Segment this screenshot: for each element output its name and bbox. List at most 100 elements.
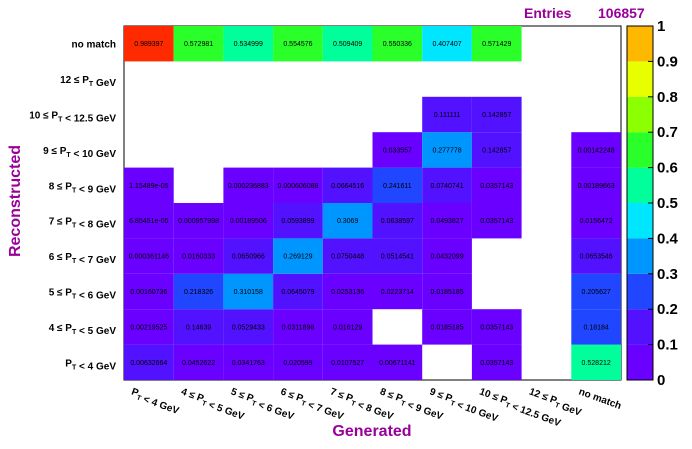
- cell-value-label: 0.0452622: [182, 360, 215, 367]
- heatmap-cell: [124, 273, 174, 310]
- color-scale: 0 0.1 0.2 0.3 0.4 0.5 0.6 0.7 0.8 0.9 1: [626, 18, 679, 389]
- cell-value-label: 0.0223714: [381, 289, 414, 296]
- cell-value-label: 6.85451e-05: [129, 218, 168, 225]
- cell-value-label: 0.0593899: [281, 218, 314, 225]
- cell-value-label: 0.033557: [383, 147, 412, 154]
- heatmap-cell: [372, 26, 423, 62]
- heatmap-cell: [372, 132, 423, 168]
- y-tick-label: PT < 4 GeV: [65, 358, 116, 372]
- cell-value-label: 0.00632664: [130, 360, 167, 367]
- heatmap-cell: [471, 344, 522, 380]
- heatmap-cell: [124, 167, 174, 203]
- heatmap-cell: [223, 167, 274, 203]
- y-tick-label: 5 ≤ PT < 6 GeV: [49, 288, 117, 302]
- colorbar-segment: [627, 132, 653, 168]
- cell-value-label: 0.571429: [482, 41, 511, 48]
- heatmap-cell: [124, 26, 174, 62]
- heatmap-cell: [571, 309, 621, 345]
- cell-value-label: 0.0432099: [431, 254, 464, 261]
- cell-value-label: 0.14639: [186, 324, 211, 331]
- cell-value-label: 0.00142248: [578, 147, 615, 154]
- heatmap-cell: [471, 26, 522, 62]
- heatmap-cell: [223, 273, 274, 310]
- cell-value-label: 0.0740741: [431, 183, 464, 190]
- heatmap-cell: [223, 26, 274, 62]
- heatmap-cell: [124, 203, 174, 239]
- cell-value-label: 0.0357143: [480, 183, 513, 190]
- heatmap-cell: [223, 238, 274, 274]
- y-tick-labels: PT < 4 GeV 4 ≤ PT < 5 GeV 5 ≤ PT < 6 GeV 6 …: [29, 40, 116, 373]
- cell-value-label: 0.0638597: [381, 218, 414, 225]
- cell-value-label: 0.0750448: [331, 254, 364, 261]
- heatmap-cell: [571, 203, 621, 239]
- heatmap-cell: [422, 309, 472, 345]
- entries-label: Entries: [524, 5, 572, 21]
- heatmap-cell: [322, 309, 373, 345]
- cell-value-label: 0.0156472: [580, 218, 613, 225]
- heatmap-cell: [422, 96, 472, 133]
- cell-value-label: 0.0645079: [281, 289, 314, 296]
- heatmap-cell: [571, 344, 621, 380]
- heatmap-cell: [173, 238, 224, 274]
- colorbar-tick-label: 0.4: [657, 230, 679, 247]
- cell-value-label: 0.0493827: [431, 218, 464, 225]
- colorbar-tick-label: 1: [657, 18, 665, 35]
- heatmap-cell: [173, 344, 224, 380]
- cell-value-label: 0.572981: [184, 41, 213, 48]
- y-axis-label: Reconstructed: [7, 145, 24, 257]
- cell-value-label: 0.534999: [234, 41, 263, 48]
- heatmap-cell: [273, 309, 323, 345]
- cell-value-label: 0.554576: [283, 41, 312, 48]
- heatmap-cell: [322, 344, 373, 380]
- heatmap-cell: [124, 344, 174, 380]
- heatmap-cell: [422, 273, 472, 310]
- colorbar-segment: [627, 273, 653, 310]
- colorbar-tick-label: 0.3: [657, 266, 678, 283]
- cell-value-label: 0.000957998: [178, 218, 219, 225]
- cell-value-label: 0.509409: [333, 41, 362, 48]
- heatmap-cell: [471, 203, 522, 239]
- heatmap-cell: [223, 309, 274, 345]
- colorbar-tick-label: 0.9: [657, 53, 678, 70]
- cell-value-label: 0.0357143: [480, 218, 513, 225]
- colorbar-segment: [627, 203, 653, 239]
- heatmap-cell: [422, 238, 472, 274]
- cell-value-label: 0.0185185: [431, 289, 464, 296]
- cell-value-label: 0.0653546: [580, 254, 613, 261]
- cell-value-label: 0.142857: [482, 147, 511, 154]
- heatmap-cell: [173, 26, 224, 62]
- heatmap-cell: [471, 96, 522, 133]
- heatmap-cell: [273, 238, 323, 274]
- colorbar-segment: [627, 167, 653, 203]
- cell-value-label: 1.15489e-05: [129, 183, 168, 190]
- heatmap-cell: [571, 132, 621, 168]
- cell-value-label: 0.269129: [283, 254, 312, 261]
- heatmap-cell: [173, 309, 224, 345]
- cell-value-label: 0.550336: [383, 41, 412, 48]
- heatmap-cell: [471, 132, 522, 168]
- heatmap-cell: [422, 26, 472, 62]
- colorbar-tick-label: 0.7: [657, 124, 678, 141]
- heatmap-cell: [422, 203, 472, 239]
- cell-value-label: 0.310158: [234, 289, 263, 296]
- cell-value-label: 0.205627: [582, 289, 611, 296]
- cell-value-label: 0.020599: [283, 360, 312, 367]
- heatmap-cell: [322, 26, 373, 62]
- colorbar-segment: [627, 309, 653, 345]
- cell-value-label: 0.00219525: [130, 324, 167, 331]
- heatmap-cell: [571, 273, 621, 310]
- heatmap-cell: [372, 273, 423, 310]
- heatmap-cell: [471, 167, 522, 203]
- heatmap-cell: [322, 203, 373, 239]
- plot-area: 0.00632664 0.0452622 0.0341763 0.020599 0.01…: [123, 25, 622, 381]
- heatmap-cell: [372, 344, 423, 380]
- cell-value-label: 0.000361146: [129, 254, 169, 261]
- cell-value-label: 0.111111: [434, 112, 461, 119]
- cell-value-label: 0.0160333: [182, 254, 215, 261]
- heatmap-cell: [173, 203, 224, 239]
- heatmap-cell: [322, 167, 373, 203]
- cell-value-label: 0.0311898: [282, 324, 315, 331]
- colorbar-tick-label: 0: [657, 372, 665, 389]
- cell-value-label: 0.0185185: [431, 324, 464, 331]
